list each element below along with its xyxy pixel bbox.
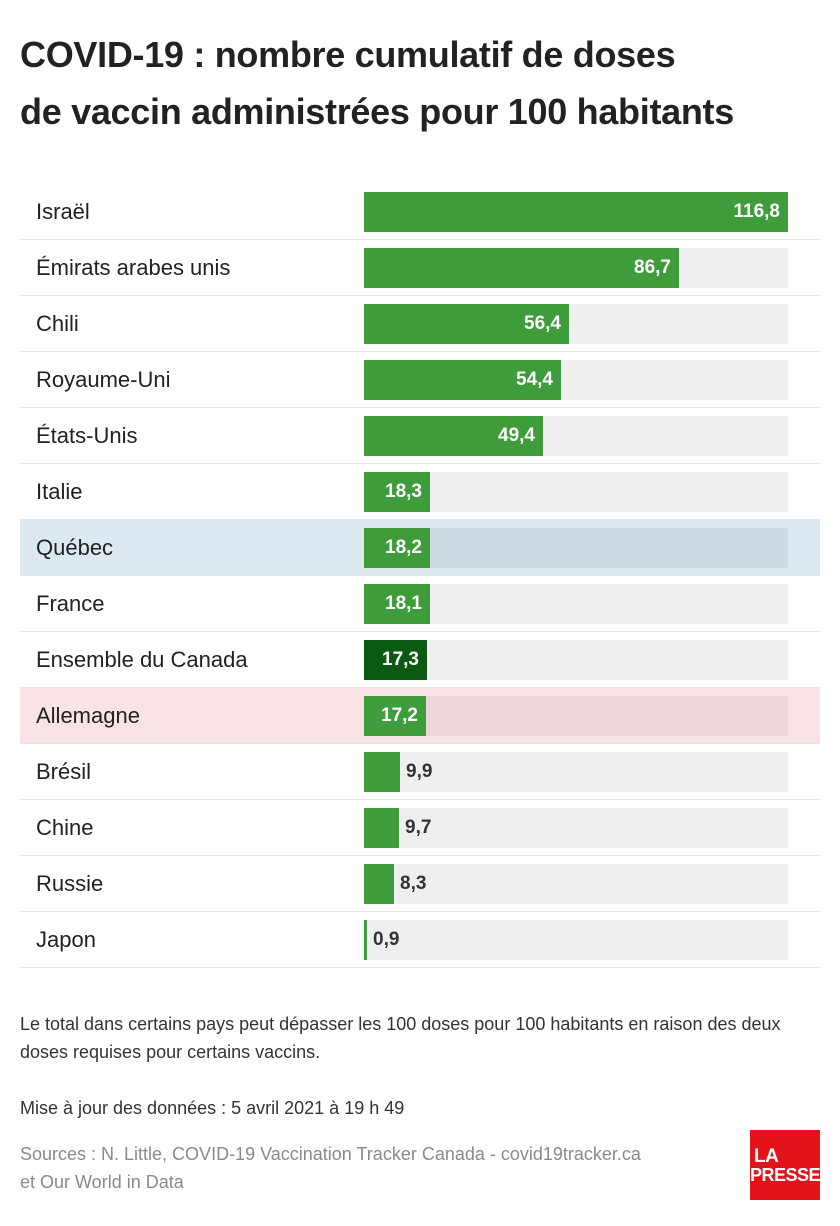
bar-track: 18,2 (364, 528, 788, 568)
bar-track: 54,4 (364, 360, 788, 400)
bar (364, 808, 399, 848)
bar-track: 56,4 (364, 304, 788, 344)
bar-row: Allemagne 17,2 (20, 688, 820, 744)
bar-track: 17,2 (364, 696, 788, 736)
value-label: 54,4 (516, 369, 553, 390)
bar-chart: Israël 116,8 Émirats arabes unis 86,7 Chili 5… (20, 184, 820, 968)
logo-line-1: LA (754, 1146, 779, 1167)
footnote: Le total dans certains pays peut dépasse… (20, 1014, 781, 1062)
category-label: Québec (36, 535, 114, 560)
bar-row: Russie 8,3 (20, 856, 820, 912)
chart-title-line-2: de vaccin administrées pour 100 habitant… (20, 91, 734, 132)
bar-row: Chine 9,7 (20, 800, 820, 856)
category-label: Italie (36, 479, 83, 504)
bar (364, 696, 426, 736)
value-label: 0,9 (373, 929, 400, 950)
bar (364, 584, 430, 624)
bar-row: Québec 18,2 (20, 520, 820, 576)
bar (364, 864, 394, 904)
category-label: Allemagne (36, 703, 140, 728)
value-label: 18,1 (385, 593, 422, 614)
value-label: 9,7 (405, 817, 432, 838)
value-label: 9,9 (406, 761, 433, 782)
chart-title-line-1: COVID-19 : nombre cumulatif de doses (20, 34, 676, 75)
category-label: Israël (36, 199, 90, 224)
category-label: Chine (36, 815, 94, 840)
bar-track: 116,8 (364, 192, 788, 232)
bar-track: 86,7 (364, 248, 788, 288)
value-label: 8,3 (400, 873, 427, 894)
category-label: France (36, 591, 105, 616)
sources-line-1: Sources : N. Little, COVID-19 Vaccinatio… (20, 1144, 641, 1164)
bar-track: 8,3 (364, 864, 788, 904)
category-label: Russie (36, 871, 104, 896)
value-label: 18,2 (385, 537, 422, 558)
category-label: Brésil (36, 759, 92, 784)
bar (364, 640, 427, 680)
bar-row: Chili 56,4 (20, 296, 820, 352)
bar-row: Ensemble du Canada 17,3 (20, 632, 820, 688)
category-label: Ensemble du Canada (36, 647, 248, 672)
bar-row: États-Unis 49,4 (20, 408, 820, 464)
value-label: 116,8 (733, 201, 781, 222)
category-label: Royaume-Uni (36, 367, 171, 392)
value-label: 49,4 (498, 425, 535, 446)
value-label: 86,7 (634, 257, 671, 278)
bar-track: 9,9 (364, 752, 788, 792)
bar-row: Israël 116,8 (20, 184, 820, 240)
update-timestamp: Mise à jour des données : 5 avril 2021 à… (20, 1098, 405, 1118)
bar-track: 18,3 (364, 472, 788, 512)
chart-title: COVID-19 : nombre cumulatif de doses de … (20, 26, 820, 140)
bar-row: Japon 0,9 (20, 912, 820, 968)
bar (364, 528, 430, 568)
bar-row: Émirats arabes unis 86,7 (20, 240, 820, 296)
bar (364, 752, 400, 792)
category-label: Chili (36, 311, 79, 336)
bar-track: 18,1 (364, 584, 788, 624)
bar-row: Italie 18,3 (20, 464, 820, 520)
bar-track: 17,3 (364, 640, 788, 680)
bar-track: 49,4 (364, 416, 788, 456)
value-label: 17,2 (381, 705, 418, 726)
category-label: États-Unis (36, 423, 138, 448)
bar (364, 304, 569, 344)
value-label: 56,4 (524, 313, 561, 334)
value-label: 18,3 (385, 481, 422, 502)
bar (364, 192, 788, 232)
value-label: 17,3 (382, 649, 419, 670)
bar (364, 472, 430, 512)
bar-track: 0,9 (364, 920, 788, 960)
category-label: Émirats arabes unis (36, 255, 231, 280)
bar-row: France 18,1 (20, 576, 820, 632)
bar-track: 9,7 (364, 808, 788, 848)
bar (364, 248, 679, 288)
logo-line-2: PRESSE (749, 1165, 821, 1185)
category-label: Japon (36, 927, 96, 952)
la-presse-logo: LA PRESSE (749, 1130, 821, 1200)
bar-row: Brésil 9,9 (20, 744, 820, 800)
bar (364, 920, 367, 960)
sources-line-2: et Our World in Data (20, 1172, 184, 1192)
bar (364, 360, 561, 400)
bar (364, 416, 543, 456)
bar-row: Royaume-Uni 54,4 (20, 352, 820, 408)
sources: Sources : N. Little, COVID-19 Vaccinatio… (20, 1140, 720, 1196)
